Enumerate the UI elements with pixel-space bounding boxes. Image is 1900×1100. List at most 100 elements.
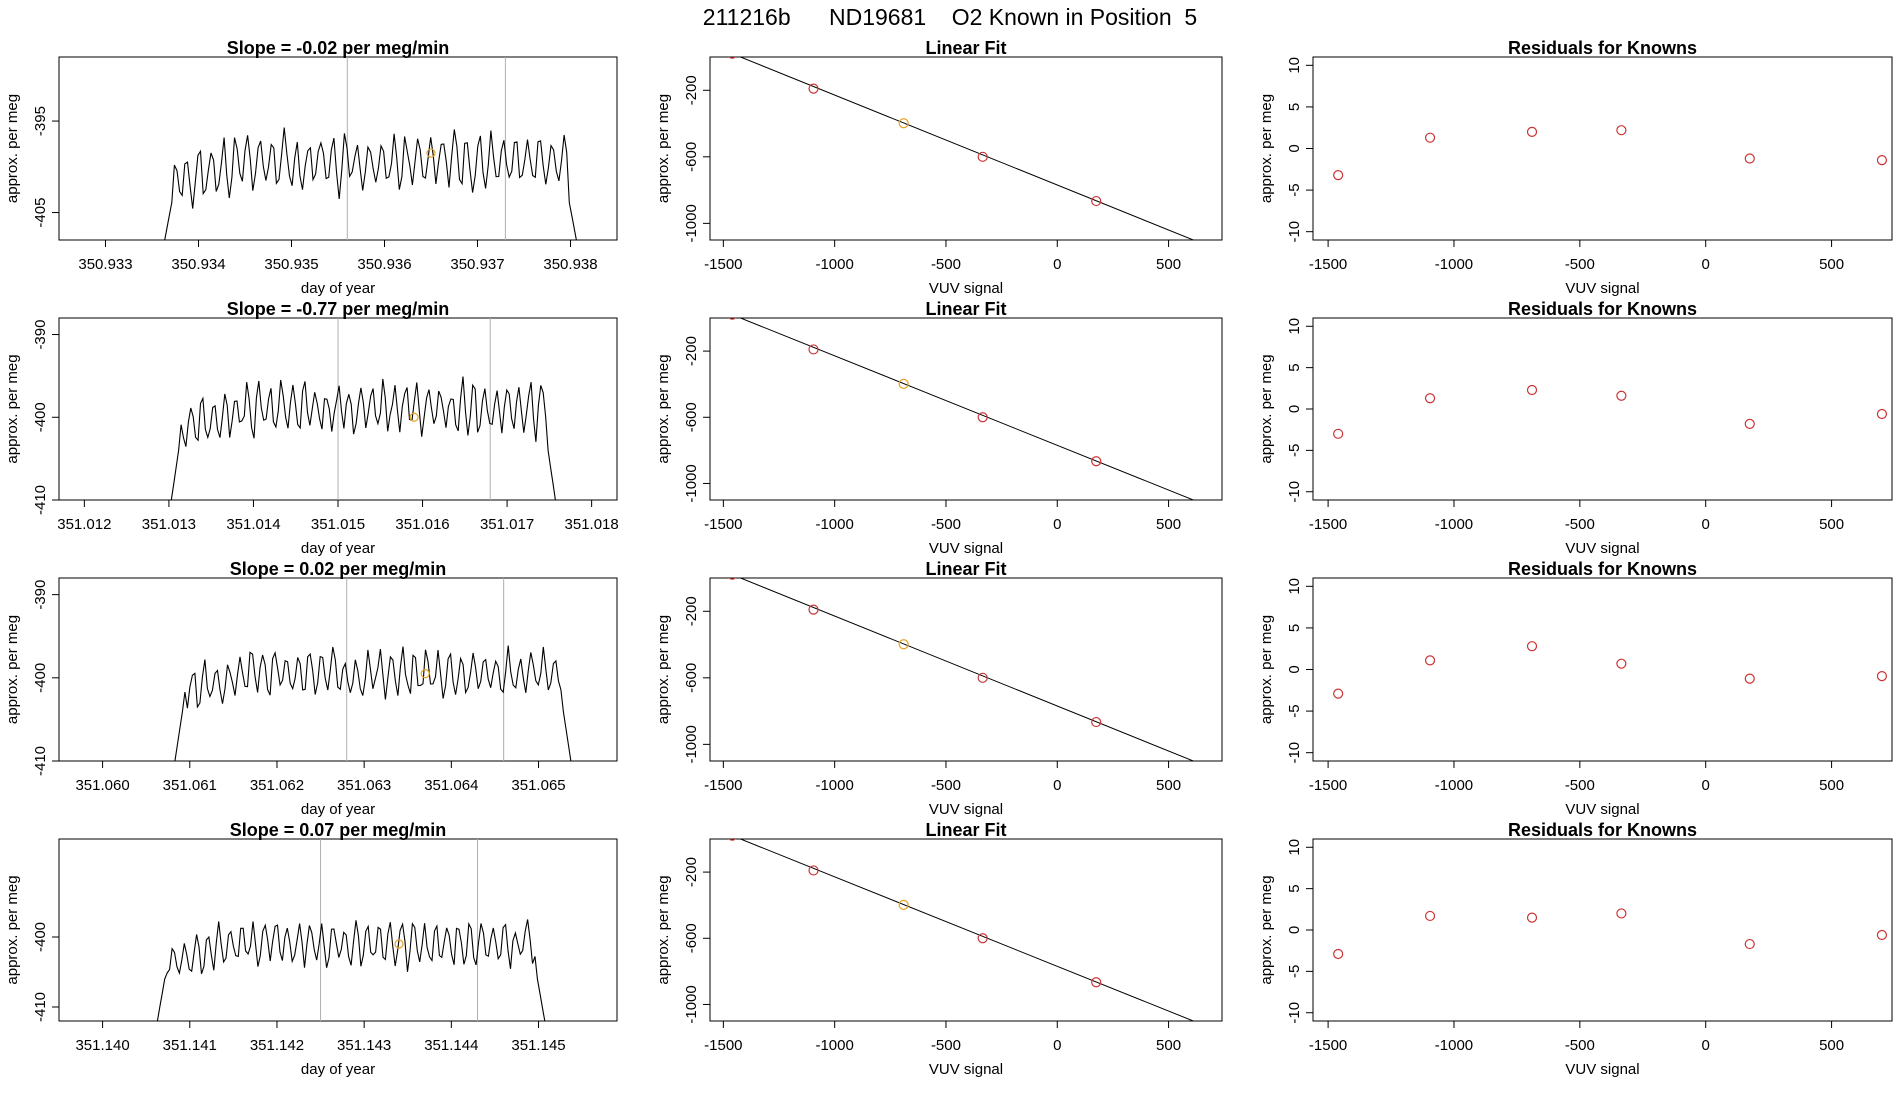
chart-title: Residuals for Knowns: [1508, 38, 1697, 58]
data-point: [1209, 1024, 1218, 1033]
plot-frame: [1312, 317, 1893, 501]
x-tick-label: -1500: [704, 516, 742, 533]
panel-trace-row-4: Slope = 0.07 per meg/min day of year appro…: [4, 820, 618, 1078]
known-point: [409, 412, 419, 422]
x-tick-label: 351.065: [511, 777, 565, 794]
y-tick-label: -10: [1286, 1002, 1303, 1024]
trace-line: [170, 376, 556, 500]
data-point: [1876, 155, 1888, 166]
x-tick-label: 350.933: [78, 256, 132, 273]
chart-title: Slope = 0.02 per meg/min: [230, 559, 447, 579]
known-point: [394, 939, 404, 949]
x-tick-label: 351.141: [163, 1037, 217, 1054]
plot-frame: [709, 577, 1223, 762]
x-tick-label: -1500: [1309, 256, 1347, 273]
x-tick-label: 0: [1702, 516, 1710, 533]
x-tick-label: 351.142: [250, 1037, 304, 1054]
x-tick-label: -1500: [1309, 1037, 1347, 1054]
fit-line: [739, 839, 1195, 1021]
panel-residuals-row-1: Residuals for Knowns VUV signal approx. pe…: [1258, 38, 1893, 297]
known-point: [426, 148, 436, 158]
data-point: [1616, 658, 1627, 669]
y-axis-label: approx. per meg: [4, 875, 21, 984]
page-title: 211216b ND19681 O2 Known in Position 5: [702, 4, 1198, 30]
x-tick-label: 351.143: [337, 1037, 391, 1054]
panel-trace-row-3: Slope = 0.02 per meg/min day of year appro…: [4, 559, 618, 818]
known-point: [898, 118, 909, 129]
x-tick-label: 351.062: [250, 777, 304, 794]
y-axis-label: approx. per meg: [655, 354, 672, 463]
plot-area: [1333, 641, 1888, 699]
y-axis-label: approx. per meg: [1258, 615, 1275, 724]
plot-frame: [58, 577, 618, 762]
x-tick-label: -500: [1565, 777, 1595, 794]
data-point: [808, 344, 819, 355]
x-tick-label: 0: [1702, 777, 1710, 794]
known-point: [898, 378, 909, 389]
y-tick-label: 5: [1286, 884, 1303, 892]
trace-line: [174, 645, 572, 761]
x-tick-label: 350.934: [171, 256, 225, 273]
x-tick-label: 0: [1702, 1037, 1710, 1054]
y-tick-label: -400: [32, 922, 49, 952]
y-tick-label: -395: [32, 106, 49, 136]
data-point: [1876, 929, 1888, 941]
data-point: [977, 672, 988, 683]
x-tick-label: 351.014: [226, 516, 280, 533]
fit-line: [739, 318, 1195, 500]
y-tick-label: -10: [1286, 742, 1303, 764]
y-tick-label: -200: [683, 596, 700, 626]
panel-trace-row-1: Slope = -0.02 per meg/min day of year appr…: [4, 38, 618, 297]
y-tick-label: 5: [1286, 624, 1303, 632]
chart-title: Slope = -0.02 per meg/min: [227, 38, 450, 58]
x-tick-label: 351.012: [57, 516, 111, 533]
plot-area: [1333, 384, 1888, 439]
x-tick-label: -1000: [815, 777, 853, 794]
y-tick-label: -200: [683, 75, 700, 105]
x-axis-label: VUV signal: [929, 540, 1003, 557]
y-tick-label: -600: [683, 142, 700, 172]
data-point: [1744, 153, 1755, 164]
x-tick-label: -1000: [815, 256, 853, 273]
plot-frame: [1312, 56, 1893, 241]
y-tick-label: -410: [32, 746, 49, 776]
data-point: [808, 83, 819, 94]
plot-area: [728, 839, 1218, 1033]
data-point: [1091, 716, 1102, 728]
x-tick-label: 351.144: [424, 1037, 478, 1054]
data-point: [977, 412, 988, 423]
data-point: [1744, 673, 1755, 684]
x-tick-label: 0: [1053, 777, 1061, 794]
y-tick-label: 0: [1286, 144, 1303, 152]
trace-line: [156, 919, 546, 1021]
y-tick-label: -405: [32, 198, 49, 228]
chart-title: Residuals for Knowns: [1508, 820, 1697, 840]
x-tick-label: 350.938: [543, 256, 597, 273]
x-tick-label: 500: [1819, 1037, 1844, 1054]
plot-frame: [709, 56, 1223, 241]
x-tick-label: -500: [931, 256, 961, 273]
x-axis-label: day of year: [301, 280, 375, 297]
plot-frame: [709, 317, 1223, 501]
x-tick-label: 500: [1819, 777, 1844, 794]
x-tick-label: -1000: [1435, 256, 1473, 273]
chart-title: Slope = 0.07 per meg/min: [230, 820, 447, 840]
y-tick-label: -390: [32, 320, 49, 350]
x-tick-label: 351.145: [511, 1037, 565, 1054]
y-axis-label: approx. per meg: [655, 875, 672, 984]
x-tick-label: 350.937: [450, 256, 504, 273]
x-axis-label: VUV signal: [1565, 280, 1639, 297]
y-axis-label: approx. per meg: [655, 94, 672, 203]
x-axis-label: day of year: [301, 1061, 375, 1078]
y-tick-label: -1000: [683, 985, 700, 1023]
known-point: [898, 639, 909, 650]
x-tick-label: -500: [1565, 516, 1595, 533]
x-tick-label: -500: [931, 777, 961, 794]
y-tick-label: -600: [683, 402, 700, 432]
data-point: [808, 865, 819, 876]
fit-line: [739, 57, 1195, 240]
x-tick-label: 500: [1819, 516, 1844, 533]
panel-trace-row-2: Slope = -0.77 per meg/min day of year appr…: [4, 299, 619, 557]
plot-frame: [1312, 838, 1893, 1022]
panel-residuals-row-3: Residuals for Knowns VUV signal approx. pe…: [1258, 559, 1893, 818]
